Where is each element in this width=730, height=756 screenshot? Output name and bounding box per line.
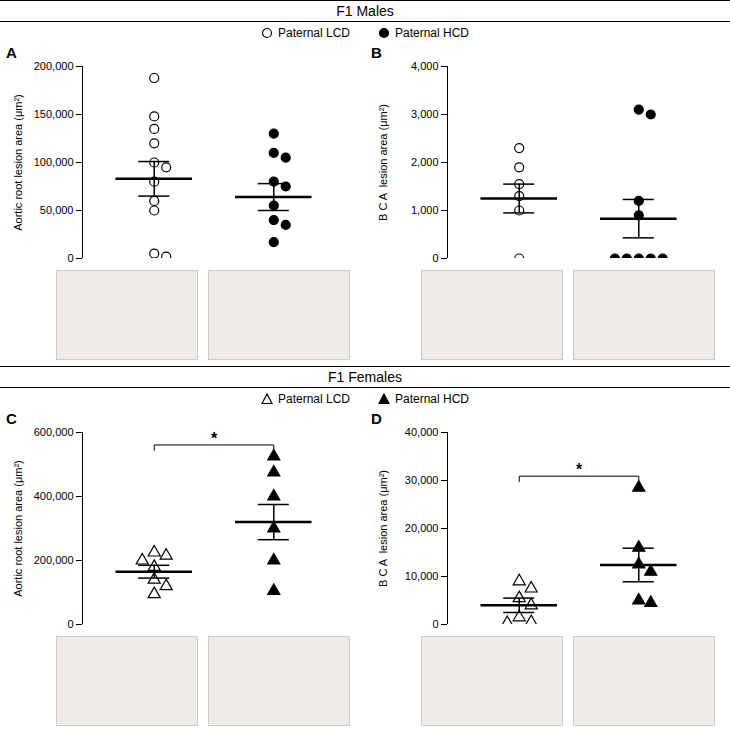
svg-text:150,000: 150,000 (34, 108, 74, 120)
html-text:Paternal LCD: Paternal LCD (278, 392, 350, 406)
svg-text:200,000: 200,000 (34, 554, 74, 566)
svg-text:10,000: 10,000 (405, 570, 439, 582)
svg-text:2,000: 2,000 (411, 156, 439, 168)
svg-text:200,000: 200,000 (34, 60, 74, 72)
svg-text:*: * (576, 461, 583, 478)
svg-text:0: 0 (432, 252, 438, 264)
html-text:B: B (371, 44, 382, 61)
svg-text:3,000: 3,000 (411, 108, 439, 120)
svg-text:30,000: 30,000 (405, 474, 439, 486)
svg-text:400,000: 400,000 (34, 490, 74, 502)
svg-text:0: 0 (67, 618, 73, 630)
svg-text:Aortic root lesion area (μm²): Aortic root lesion area (μm²) (12, 460, 24, 597)
html-text:F1 Males: F1 Males (336, 3, 394, 19)
svg-text:40,000: 40,000 (405, 426, 439, 438)
svg-text:1,000: 1,000 (411, 204, 439, 216)
html-text:A: A (6, 44, 17, 61)
html-text:Paternal HCD: Paternal HCD (395, 26, 469, 40)
html-text:C: C (6, 410, 17, 427)
svg-text:*: * (211, 430, 218, 447)
html-text:Paternal LCD: Paternal LCD (278, 26, 350, 40)
svg-text:20,000: 20,000 (405, 522, 439, 534)
svg-text:0: 0 (432, 618, 438, 630)
svg-text:100,000: 100,000 (34, 156, 74, 168)
svg-text:50,000: 50,000 (40, 204, 74, 216)
html-text:D: D (371, 410, 382, 427)
svg-text:4,000: 4,000 (411, 60, 439, 72)
html-text:Paternal HCD: Paternal HCD (395, 392, 469, 406)
svg-text:Aortic root lesion area (μm²): Aortic root lesion area (μm²) (12, 94, 24, 231)
svg-text:0: 0 (67, 252, 73, 264)
svg-text:600,000: 600,000 (34, 426, 74, 438)
html-text:F1 Females: F1 Females (328, 369, 402, 385)
svg-text:B C A lesion area (μm²): B C A lesion area (μm²) (377, 470, 389, 587)
svg-text:B C A lesion area (μm²): B C A lesion area (μm²) (377, 104, 389, 221)
